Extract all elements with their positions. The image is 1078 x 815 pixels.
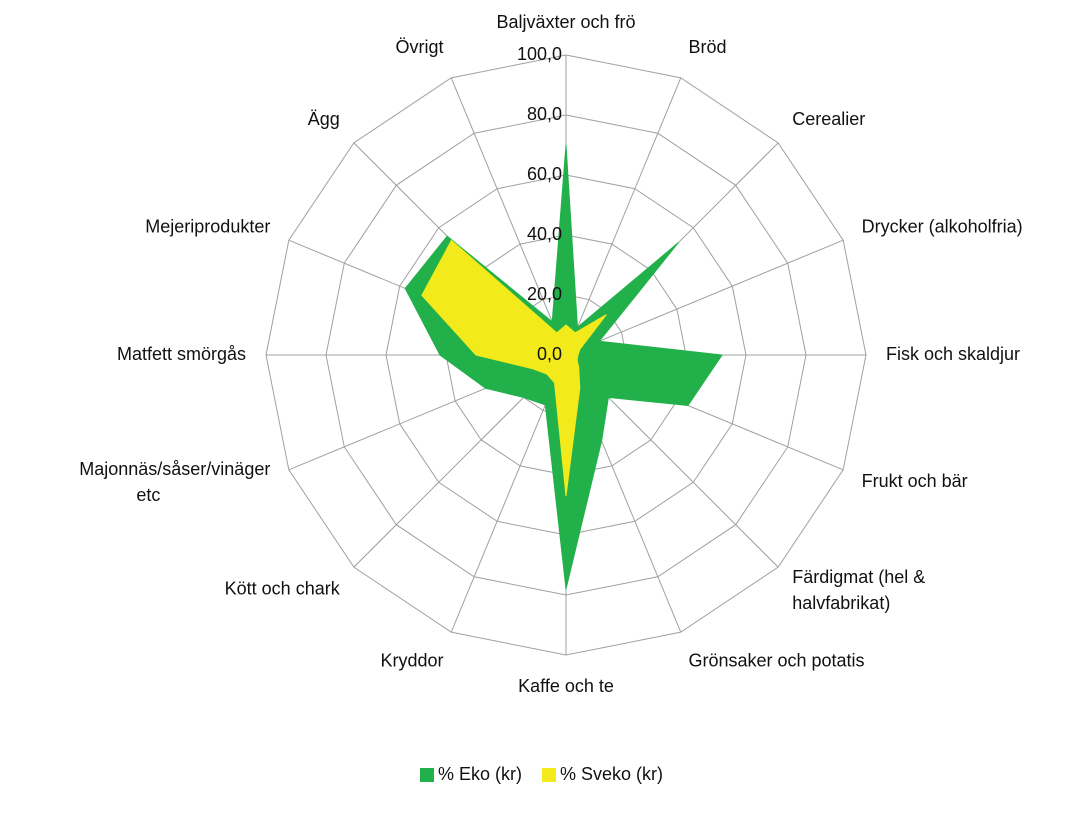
category-label: Färdigmat (hel & halvfabrikat) [792, 567, 925, 613]
category-label: Bröd [688, 37, 726, 57]
y-tick-label: 60,0 [527, 164, 562, 184]
y-tick-label: 20,0 [527, 284, 562, 304]
category-label: Övrigt [396, 37, 444, 57]
category-label: Kött och chark [225, 579, 341, 599]
y-tick-label: 100,0 [517, 44, 562, 64]
category-label: Drycker (alkoholfria) [862, 217, 1023, 237]
category-label: Matfett smörgås [117, 344, 246, 364]
category-label: Ägg [308, 109, 340, 129]
legend-label: % Eko (kr) [438, 764, 522, 784]
legend-swatch [420, 768, 434, 782]
spoke [565, 239, 844, 356]
legend-swatch [542, 768, 557, 782]
category-label: Kryddor [381, 650, 444, 670]
category-label: Kaffe och te [518, 676, 614, 696]
legend-label: % Sveko (kr) [560, 764, 663, 784]
category-label: Cerealier [792, 109, 865, 129]
category-label: Baljväxter och frö [496, 12, 635, 32]
spoke [565, 77, 682, 356]
y-tick-label: 0,0 [537, 344, 562, 364]
category-label: Mejeriprodukter [145, 217, 270, 237]
category-label: Majonnäs/såser/vinäger etc [79, 459, 270, 505]
y-tick-label: 80,0 [527, 104, 562, 124]
y-tick-label: 40,0 [527, 224, 562, 244]
spoke [450, 77, 567, 356]
category-label: Frukt och bär [862, 471, 968, 491]
category-label: Grönsaker och potatis [688, 650, 864, 670]
category-label: Fisk och skaldjur [886, 344, 1020, 364]
series-area [421, 239, 607, 497]
